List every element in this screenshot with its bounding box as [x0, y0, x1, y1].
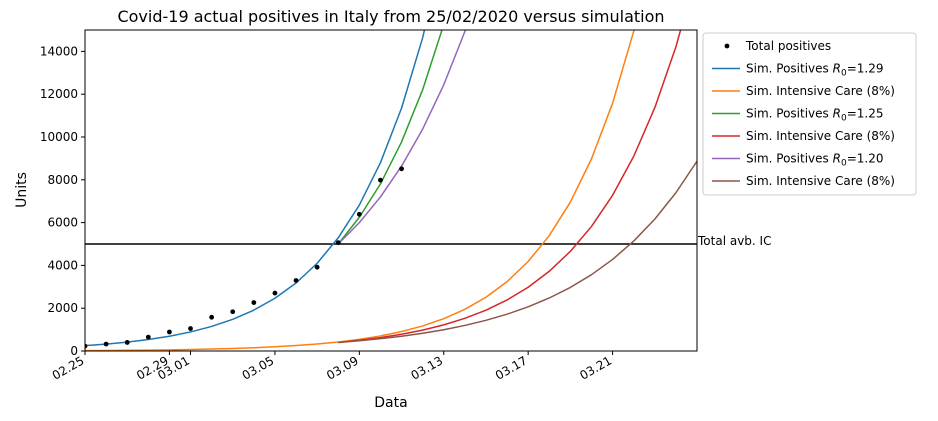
x-tick-label: 02.25 — [50, 353, 87, 382]
y-tick-label: 8000 — [47, 173, 78, 187]
legend-label: Sim. Intensive Care (8%) — [746, 84, 895, 98]
observed-point — [272, 290, 278, 296]
y-tick-label: 12000 — [40, 87, 78, 101]
x-tick-label: 03.13 — [409, 353, 446, 382]
observed-point — [251, 300, 257, 305]
x-tick-label: 03.17 — [493, 353, 530, 382]
observed-point — [85, 343, 88, 349]
x-axis-label: Data — [374, 395, 407, 411]
legend-label: Sim. Positives R0=1.29 — [746, 62, 883, 79]
y-tick-label: 6000 — [47, 216, 78, 230]
y-tick-label: 2000 — [47, 301, 78, 315]
observed-point — [293, 278, 299, 283]
legend-label: Sim. Positives R0=1.25 — [746, 107, 883, 124]
observed-point — [145, 334, 151, 340]
y-axis-label: Units — [14, 172, 30, 208]
observed-point — [356, 211, 362, 217]
series-line-2 — [85, 30, 635, 351]
series-line-1 — [85, 30, 426, 347]
observed-point — [378, 177, 383, 183]
x-tick-label: 03.05 — [240, 353, 277, 382]
observed-point — [209, 314, 215, 320]
y-tick-label: 14000 — [40, 44, 78, 58]
legend-label: Sim. Positives R0=1.20 — [746, 152, 883, 169]
y-tick-label: 10000 — [40, 130, 78, 144]
chart-title: Covid-19 actual positives in Italy from … — [117, 7, 664, 26]
y-tick-label: 0 — [70, 344, 78, 358]
series-line-5 — [337, 30, 467, 245]
plot-frame — [84, 29, 698, 352]
observed-point — [167, 329, 172, 335]
legend-label: Sim. Intensive Care (8%) — [746, 174, 895, 188]
observed-point — [124, 340, 130, 345]
observed-point — [188, 326, 193, 331]
x-tick-label: 03.21 — [577, 353, 614, 382]
observed-point — [314, 264, 320, 270]
observed-point — [399, 166, 404, 172]
x-tick-label: 03.09 — [324, 353, 361, 382]
legend-label: Total positives — [745, 39, 831, 53]
hline-label: Total avb. IC — [697, 234, 771, 248]
series-line-4 — [338, 30, 682, 344]
series-line-3 — [337, 30, 443, 245]
legend-frame — [702, 32, 917, 196]
observed-point — [335, 240, 341, 246]
y-tick-label: 4000 — [47, 258, 78, 272]
legend: Total positives Sim. Positives R0=1.29 Sim… — [702, 32, 917, 196]
legend-label: Sim. Intensive Care (8%) — [746, 129, 895, 143]
legend-marker-point — [724, 43, 730, 49]
observed-point — [103, 341, 109, 347]
observed-point — [230, 309, 236, 315]
series-line-6 — [338, 160, 697, 344]
